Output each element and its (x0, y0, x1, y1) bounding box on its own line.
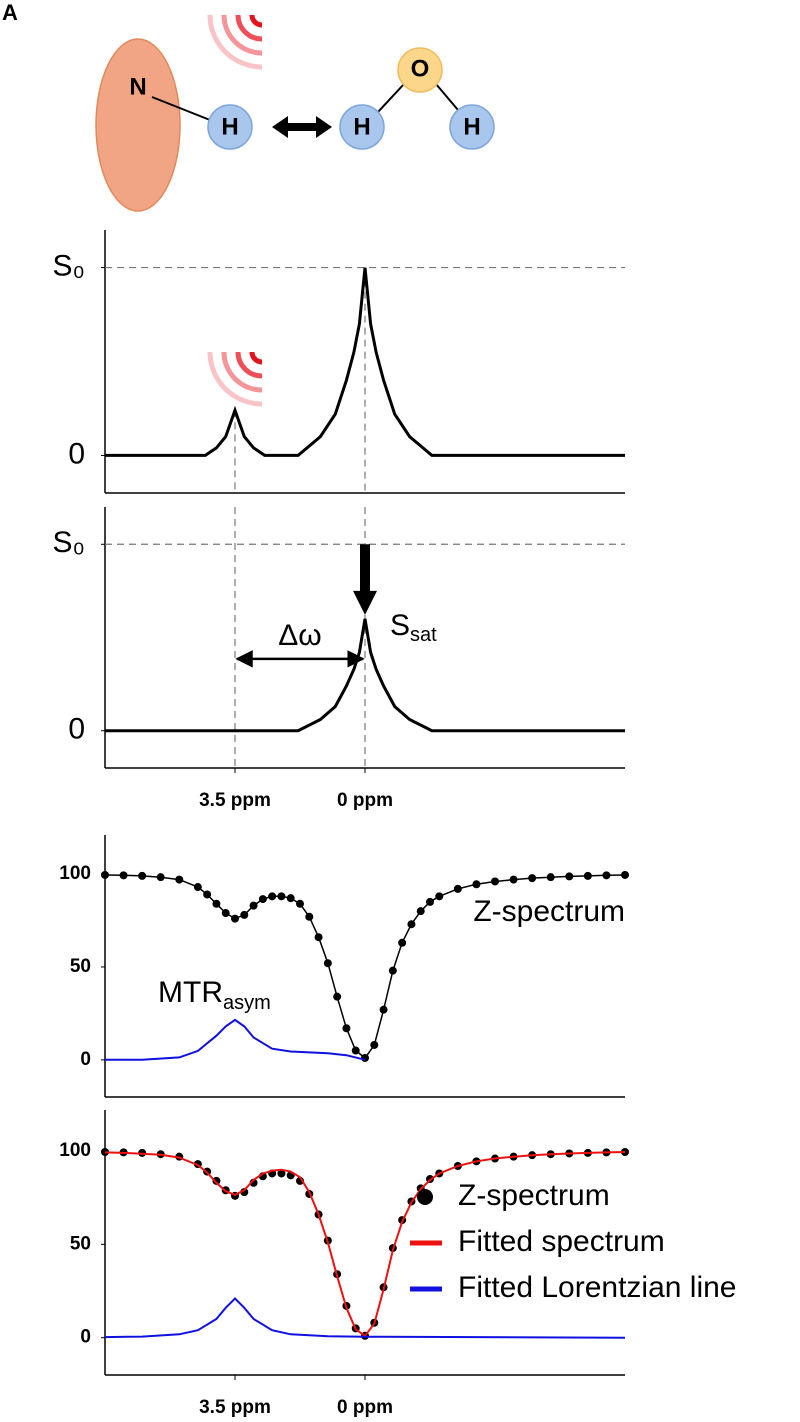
x-tick-label: 0 ppm (337, 1397, 393, 1418)
atom-label: O (411, 55, 430, 82)
atom-label: H (221, 113, 238, 140)
data-point (351, 1046, 360, 1055)
data-point (453, 884, 462, 893)
data-point (286, 894, 295, 903)
y-tick-label: 100 (59, 1140, 91, 1161)
data-point (101, 870, 109, 879)
exchange-arrow (272, 116, 332, 138)
legend-label: Fitted Lorentzian line (458, 1271, 737, 1304)
data-point (277, 1169, 286, 1178)
series-line (104, 1151, 626, 1338)
x-tick-label: 3.5 ppm (199, 790, 271, 811)
data-point (528, 874, 537, 883)
data-point (277, 892, 286, 901)
series-label: Z-spectrum (473, 895, 625, 928)
ssat-sub: sat (410, 624, 437, 646)
data-point (491, 877, 499, 886)
data-point (416, 907, 425, 916)
y-tick-label: 0 (80, 1327, 91, 1348)
atom-circle (449, 104, 495, 150)
data-point (323, 959, 332, 968)
data-point (388, 966, 397, 975)
series-line (104, 1297, 626, 1339)
y-tick-label: 50 (70, 956, 91, 977)
atom-label: N (129, 73, 146, 100)
data-point (249, 901, 258, 910)
series-line (105, 1018, 366, 1061)
bond (435, 83, 459, 111)
data-point (258, 895, 267, 904)
data-point (435, 892, 444, 901)
y-tick-label: 50 (70, 1233, 91, 1254)
series-line (105, 618, 625, 733)
atom-circle (207, 104, 253, 150)
atom-label: H (353, 113, 370, 140)
y-tick-label: S₀ (53, 249, 85, 282)
data-point (379, 1005, 388, 1014)
ssat-main: S (390, 609, 410, 642)
data-point (240, 910, 249, 919)
data-point (361, 1053, 369, 1062)
data-point (333, 992, 342, 1001)
data-point (305, 912, 314, 921)
data-point (175, 875, 184, 884)
x-tick-label: 3.5 ppm (199, 1397, 271, 1418)
data-point (212, 1176, 221, 1185)
y-tick-label: S₀ (53, 526, 85, 559)
rf-waves (207, 14, 263, 70)
data-point (546, 873, 555, 882)
data-point (472, 880, 481, 889)
delta-label: Δω (278, 619, 321, 652)
data-point (138, 871, 147, 880)
y-tick-label: 0 (68, 437, 85, 470)
data-point (296, 899, 304, 908)
saturation-arrow (353, 544, 377, 615)
legend-label: Fitted spectrum (458, 1225, 665, 1258)
ssat-label: Ssat (390, 609, 437, 646)
data-point (342, 1024, 351, 1033)
series-line (105, 267, 625, 457)
atom-circle (339, 104, 385, 150)
y-tick-label: 100 (59, 863, 91, 884)
data-point (398, 938, 407, 947)
protein (95, 38, 181, 212)
rf-waves (207, 351, 263, 407)
y-tick-label: 0 (68, 713, 85, 746)
data-point (602, 871, 611, 880)
data-point (193, 883, 202, 892)
data-point (156, 873, 165, 882)
data-point (583, 871, 592, 880)
series-label: MTRasym (158, 976, 271, 1014)
bond (377, 83, 405, 113)
data-point (268, 892, 277, 901)
data-point (621, 870, 629, 879)
data-point (231, 914, 239, 923)
data-point (203, 890, 212, 899)
data-point (370, 1040, 379, 1049)
mtr-main: MTR (158, 976, 223, 1009)
data-point (221, 909, 230, 918)
data-point (407, 920, 416, 929)
data-point (621, 1147, 629, 1156)
data-point (101, 1147, 109, 1156)
panel-label: A (2, 0, 18, 25)
y-tick-label: 0 (80, 1049, 91, 1070)
data-point (509, 875, 518, 884)
atom-circle (397, 47, 443, 93)
legend-label: Z-spectrum (458, 1179, 610, 1212)
data-point (565, 872, 574, 881)
bond (151, 96, 211, 121)
atom-label: H (463, 113, 480, 140)
legend-marker (417, 1189, 433, 1205)
mtr-sub: asym (223, 992, 271, 1014)
data-point (426, 897, 434, 906)
data-point (314, 933, 323, 942)
data-point (119, 871, 128, 880)
x-tick-label: 0 ppm (337, 790, 393, 811)
data-point (212, 899, 221, 908)
